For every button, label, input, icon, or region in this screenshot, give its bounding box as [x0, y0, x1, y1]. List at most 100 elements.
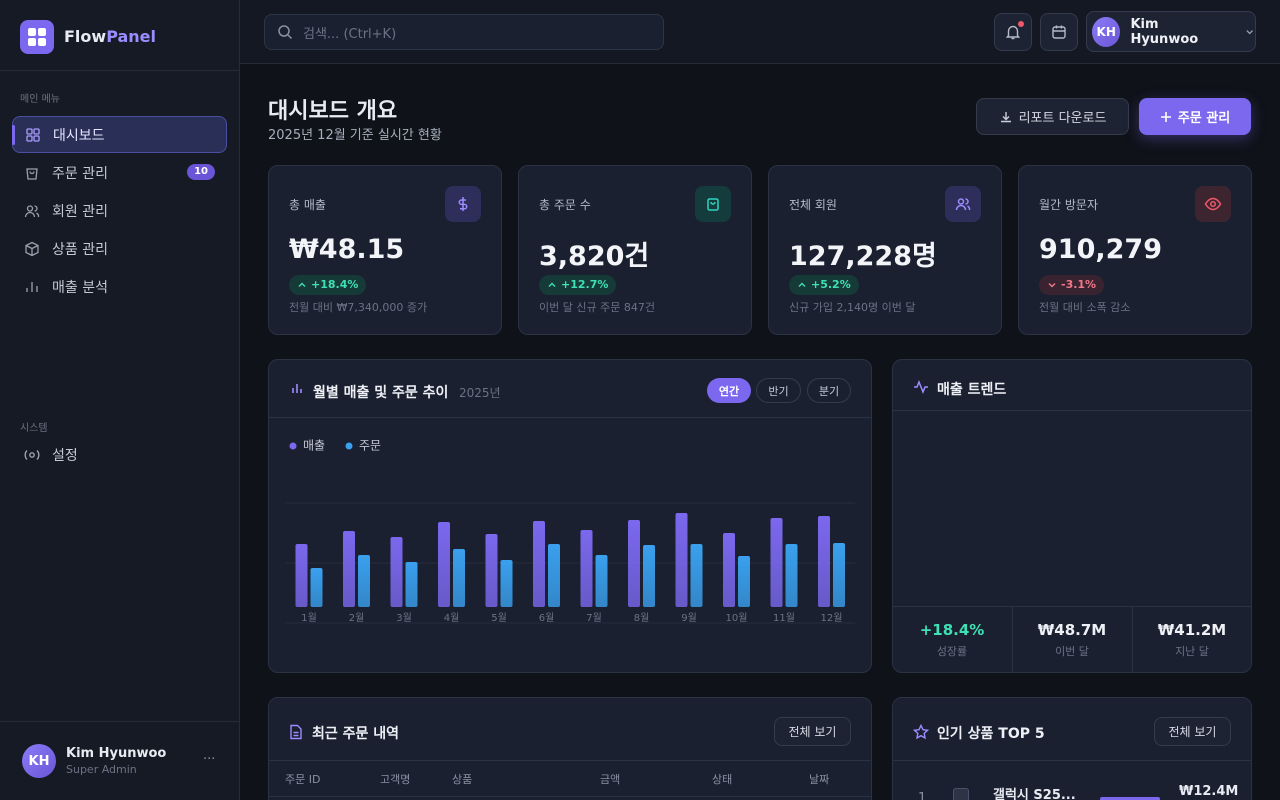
- nav-item[interactable]: 설정: [12, 436, 227, 473]
- summary-value: ₩48.7M: [1037, 621, 1107, 639]
- trend-icon: [914, 379, 928, 395]
- stat-label: 총 매출: [289, 198, 326, 212]
- divider: [0, 721, 239, 722]
- bar: [548, 544, 560, 607]
- divider: [269, 760, 871, 761]
- stat-label: 월간 방문자: [1039, 198, 1099, 212]
- column-header: 날짜: [809, 773, 830, 786]
- nav-badge: 10: [187, 164, 215, 180]
- view-all-button[interactable]: 전체 보기: [774, 717, 851, 746]
- system-heading: 시스템: [20, 423, 48, 434]
- stat-label: 전체 회원: [789, 198, 837, 212]
- stat-icon: [445, 186, 481, 222]
- x-tick-label: 4월: [444, 612, 460, 624]
- user-menu[interactable]: KH Kim Hyunwoo: [1086, 11, 1256, 52]
- bar: [405, 562, 418, 607]
- legend-label: 주문: [359, 439, 381, 453]
- menu-heading: 메인 메뉴: [20, 94, 60, 105]
- stat-change: +12.7%: [539, 275, 617, 295]
- notification-button[interactable]: [994, 13, 1032, 51]
- download-button[interactable]: 리포트 다운로드: [976, 98, 1129, 135]
- view-all-button[interactable]: 전체 보기: [1154, 717, 1231, 746]
- bar: [818, 516, 830, 607]
- logo-icon: [20, 20, 54, 54]
- card-title: 매출 트렌드: [937, 382, 1007, 398]
- divider: [269, 417, 871, 418]
- stat-value: 3,820건: [539, 241, 650, 272]
- bar: [438, 522, 450, 607]
- page-subtitle: 2025년 12월 기준 실시간 현황: [268, 128, 442, 143]
- bar: [310, 568, 323, 607]
- stat-icon: [695, 186, 731, 222]
- divider: [0, 70, 239, 71]
- orders-card: [268, 697, 872, 800]
- x-tick-label: 8월: [634, 612, 650, 624]
- change-arrow: [1048, 283, 1056, 288]
- bar: [390, 537, 403, 607]
- product-amount: ₩12.4M: [1179, 784, 1239, 799]
- bar: [675, 513, 688, 607]
- summary-label: 성장률: [936, 645, 968, 658]
- bar: [690, 544, 703, 607]
- bar: [453, 549, 465, 607]
- stat-value: 910,279: [1039, 234, 1162, 265]
- stat-note: 전월 대비 ₩7,340,000 증가: [289, 301, 428, 314]
- button-label: 주문 관리: [1177, 111, 1231, 126]
- more-button[interactable]: ···: [203, 752, 216, 767]
- divider: [893, 410, 1251, 411]
- avatar: KH: [1092, 16, 1121, 47]
- change-arrow: [298, 282, 306, 287]
- avatar: KH: [22, 744, 56, 778]
- period-tab[interactable]: 연간: [707, 378, 751, 403]
- user-name: Kim Hyunwoo: [1130, 16, 1199, 47]
- summary-label: 이번 달: [1055, 645, 1089, 658]
- period-tab[interactable]: 분기: [807, 378, 851, 403]
- column-header: 주문 ID: [285, 773, 321, 786]
- trend-card: [892, 359, 1252, 673]
- stat-change: +18.4%: [289, 275, 367, 295]
- add-order-button[interactable]: 주문 관리: [1139, 98, 1251, 135]
- divider: [893, 606, 1251, 607]
- calendar-button[interactable]: [1040, 13, 1078, 51]
- nav-label: 상품 관리: [52, 241, 108, 258]
- nav-item[interactable]: 회원 관리: [12, 192, 227, 229]
- nav-item[interactable]: 대시보드: [12, 116, 227, 153]
- nav-label: 대시보드: [53, 127, 105, 144]
- x-tick-label: 9월: [681, 612, 697, 624]
- logo-text[interactable]: FlowPanel: [64, 27, 156, 46]
- legend-label: 매출: [303, 439, 325, 453]
- page-title: 대시보드 개요: [268, 99, 398, 124]
- nav-item[interactable]: 주문 관리 10: [12, 154, 227, 191]
- legend-dot: [289, 442, 297, 450]
- stat-value: ₩48.15: [289, 234, 405, 265]
- stat-icon: [1195, 186, 1231, 222]
- logo-first: Flow: [64, 27, 107, 46]
- summary-value: ₩41.2M: [1157, 621, 1227, 639]
- button-label: 리포트 다운로드: [1018, 111, 1107, 126]
- change-arrow: [798, 282, 806, 287]
- stat-note: 이번 달 신규 주문 847건: [539, 301, 655, 314]
- column-header: 상태: [712, 773, 733, 786]
- bar: [643, 545, 655, 607]
- bar: [723, 533, 735, 607]
- x-tick-label: 6월: [539, 612, 555, 624]
- column-header: 고객명: [380, 773, 411, 786]
- column-header: 상품: [452, 773, 473, 786]
- x-tick-label: 5월: [491, 612, 507, 624]
- bar: [738, 556, 750, 607]
- divider: [1132, 607, 1133, 672]
- nav-item[interactable]: 상품 관리: [12, 230, 227, 267]
- period-tab[interactable]: 반기: [756, 378, 801, 403]
- divider: [1012, 607, 1013, 672]
- bar: [358, 555, 370, 607]
- product-rank: 1: [918, 791, 927, 800]
- search-placeholder: 검색... (Ctrl+K): [303, 26, 397, 42]
- nav-item[interactable]: 매출 분석: [12, 268, 227, 305]
- search-box[interactable]: 검색... (Ctrl+K): [264, 14, 664, 50]
- stat-value: 127,228명: [789, 241, 937, 272]
- card-title: 인기 상품 TOP 5: [937, 726, 1045, 742]
- bar: [343, 531, 355, 607]
- bar: [485, 534, 498, 607]
- change-arrow: [548, 282, 556, 287]
